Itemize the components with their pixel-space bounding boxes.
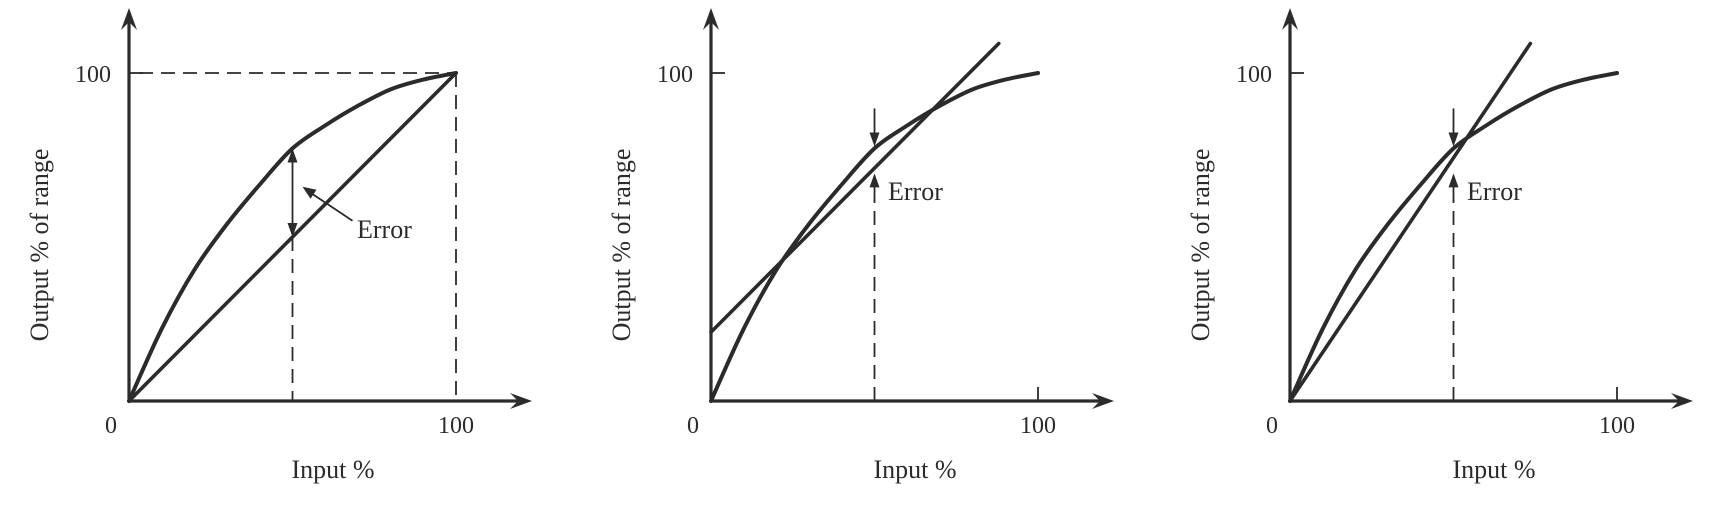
error-arrow-down-icon — [287, 223, 298, 237]
y-tick-label-100: 100 — [1236, 62, 1272, 88]
y-axis-title: Output % of range — [607, 149, 636, 342]
straight-line — [1288, 41, 1533, 403]
x-axis-arrow-icon — [510, 393, 532, 409]
y-axis-arrow-icon — [121, 8, 137, 30]
calibration-curve — [127, 71, 458, 403]
error-label: Error — [357, 215, 412, 244]
y-axis-arrow-icon — [703, 8, 719, 30]
error-arrow-up-icon — [1448, 173, 1459, 188]
error-arrow-down-icon — [1448, 132, 1459, 147]
error-leader-line — [310, 191, 353, 222]
error-label: Error — [1467, 177, 1522, 206]
x-tick-label-0: 0 — [105, 413, 117, 439]
x-tick-label-0: 0 — [687, 413, 699, 439]
y-tick-label-100: 100 — [75, 62, 111, 88]
x-axis-title: Input % — [1452, 455, 1535, 484]
chart-panel-3: 100 0 100 Input % Output % of range Erro… — [1186, 8, 1693, 484]
chart-panel-1: 100 0 100 Input % Output % of range Erro… — [25, 8, 532, 484]
straight-line — [709, 41, 1001, 334]
y-axis-title: Output % of range — [1186, 149, 1215, 342]
x-tick-label-100: 100 — [1599, 413, 1635, 439]
x-axis-arrow-icon — [1092, 393, 1114, 409]
error-arrow-down-icon — [869, 132, 880, 147]
calibration-curve — [1288, 71, 1619, 403]
error-arrow-up-icon — [869, 173, 880, 188]
error-leader-arrow-icon — [302, 186, 317, 199]
x-tick-label-100: 100 — [438, 413, 474, 439]
y-axis-arrow-icon — [1282, 8, 1298, 30]
x-tick-label-0: 0 — [1266, 413, 1278, 439]
x-axis-title: Input % — [873, 455, 956, 484]
x-axis-arrow-icon — [1671, 393, 1693, 409]
x-axis-title: Input % — [291, 455, 374, 484]
chart-panel-2: 100 0 100 Input % Output % of range Erro… — [607, 8, 1114, 484]
x-tick-label-100: 100 — [1020, 413, 1056, 439]
calibration-curve — [709, 71, 1040, 403]
error-arrow-up-icon — [287, 148, 298, 163]
error-label: Error — [888, 177, 943, 206]
y-tick-label-100: 100 — [657, 62, 693, 88]
y-axis-title: Output % of range — [25, 149, 54, 342]
